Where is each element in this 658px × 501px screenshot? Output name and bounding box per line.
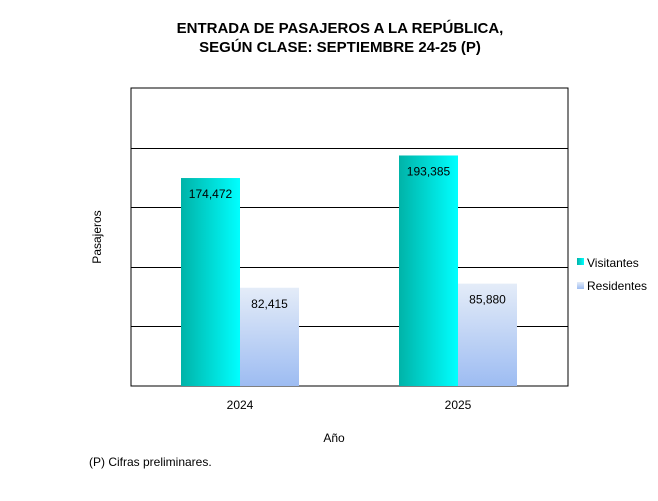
legend: Visitantes Residentes <box>577 256 647 293</box>
legend-swatch-visitantes <box>577 258 584 265</box>
chart-title-line1: ENTRADA DE PASAJEROS A LA REPÚBLICA, <box>176 20 504 37</box>
bar-residentes-2024 <box>240 287 299 386</box>
x-tick-2024: 2024 <box>227 398 254 412</box>
legend-swatch-residentes <box>577 282 584 289</box>
legend-label-residentes: Residentes <box>587 279 647 293</box>
bar-visitantes-2024 <box>181 178 240 386</box>
x-axis-label: Año <box>323 431 345 445</box>
legend-label-visitantes: Visitantes <box>587 256 639 270</box>
bar-residentes-2025 <box>458 283 517 386</box>
data-label-residentes-2024: 82,415 <box>251 297 288 311</box>
plot-area <box>130 87 569 387</box>
data-labels: 174,472 193,385 82,415 85,880 <box>189 164 506 310</box>
data-label-visitantes-2024: 174,472 <box>189 187 233 201</box>
data-label-residentes-2025: 85,880 <box>469 293 506 307</box>
bars <box>181 155 517 386</box>
data-label-visitantes-2025: 193,385 <box>407 164 451 178</box>
chart-title-line2: SEGÚN CLASE: SEPTIEMBRE 24-25 (P) <box>199 39 481 56</box>
footnote: (P) Cifras preliminares. <box>89 455 212 469</box>
bar-visitantes-2025 <box>399 155 458 386</box>
x-tick-2025: 2025 <box>445 398 472 412</box>
y-axis-label: Pasajeros <box>90 210 104 263</box>
chart-title: ENTRADA DE PASAJEROS A LA REPÚBLICA, SEG… <box>0 19 658 57</box>
